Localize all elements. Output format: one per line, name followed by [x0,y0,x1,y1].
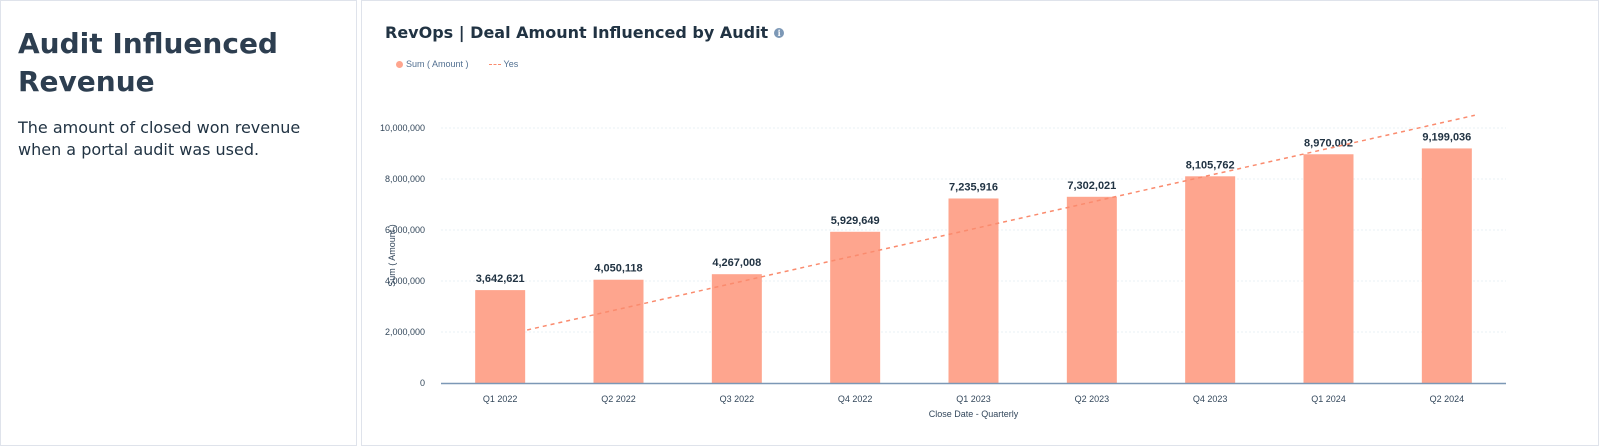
y-tick-label: 4,000,000 [385,276,425,286]
y-axis-title: Sum ( Amount ) [387,224,397,287]
x-tick-label: Q4 2022 [838,394,873,404]
bar[interactable] [475,290,526,383]
data-label: 8,105,762 [1186,159,1235,171]
legend-item-yes[interactable]: Yes [488,59,519,69]
y-tick-label: 8,000,000 [385,174,425,184]
y-tick-label: 0 [420,378,425,388]
legend-label: Sum ( Amount ) [406,59,469,69]
x-tick-label: Q4 2023 [1193,394,1228,404]
data-label: 7,235,916 [949,181,998,193]
bar[interactable] [593,279,644,383]
x-axis-title: Close Date - Quarterly [929,409,1019,419]
data-label: 9,199,036 [1422,131,1471,143]
x-tick-label: Q1 2024 [1311,394,1346,404]
trend-line-yes [527,114,1475,331]
card-title: Audit Influenced Revenue [18,27,278,98]
x-tick-label: Q2 2022 [601,394,636,404]
legend-label: Yes [503,59,519,69]
bar[interactable] [1421,148,1472,383]
bar[interactable] [1303,154,1354,383]
legend-dot-icon [396,60,403,68]
y-tick-label: 10,000,000 [380,123,425,133]
x-tick-label: Q1 2023 [956,394,991,404]
y-tick-label: 2,000,000 [385,327,425,337]
chart-legend: Sum ( Amount ) Yes [396,59,518,69]
legend-item-sum-amount[interactable]: Sum ( Amount ) [396,59,469,69]
data-label: 7,302,021 [1067,180,1116,192]
x-tick-label: Q2 2024 [1430,394,1465,404]
x-tick-label: Q3 2022 [720,394,755,404]
bar[interactable] [1066,196,1117,383]
report-card: RevOps | Deal Amount Influenced by Audit… [361,0,1599,446]
info-icon[interactable]: i [774,27,785,38]
legend-dashed-line-icon [488,63,501,65]
report-title-text: RevOps | Deal Amount Influenced by Audit [385,23,769,42]
bar[interactable] [1185,176,1236,383]
y-tick-label: 6,000,000 [385,225,425,235]
data-label: 5,929,649 [831,215,880,227]
summary-card: Audit Influenced Revenue The amount of c… [0,0,357,446]
bar-chart: 0 2,000,000 4,000,000 6,000,000 8,000,000 10,… [380,114,1506,419]
data-label: 4,050,118 [594,263,642,275]
data-label: 3,642,621 [476,273,525,285]
card-description: The amount of closed won revenue when a … [18,118,301,159]
data-label: 8,970,002 [1304,137,1353,149]
data-label: 4,267,008 [712,257,761,269]
x-tick-label: Q1 2022 [483,394,518,404]
bar[interactable] [948,198,999,383]
bar[interactable] [711,274,762,383]
x-tick-label: Q2 2023 [1075,394,1110,404]
bar[interactable] [830,231,881,383]
report-title: RevOps | Deal Amount Influenced by Audit… [385,23,785,42]
